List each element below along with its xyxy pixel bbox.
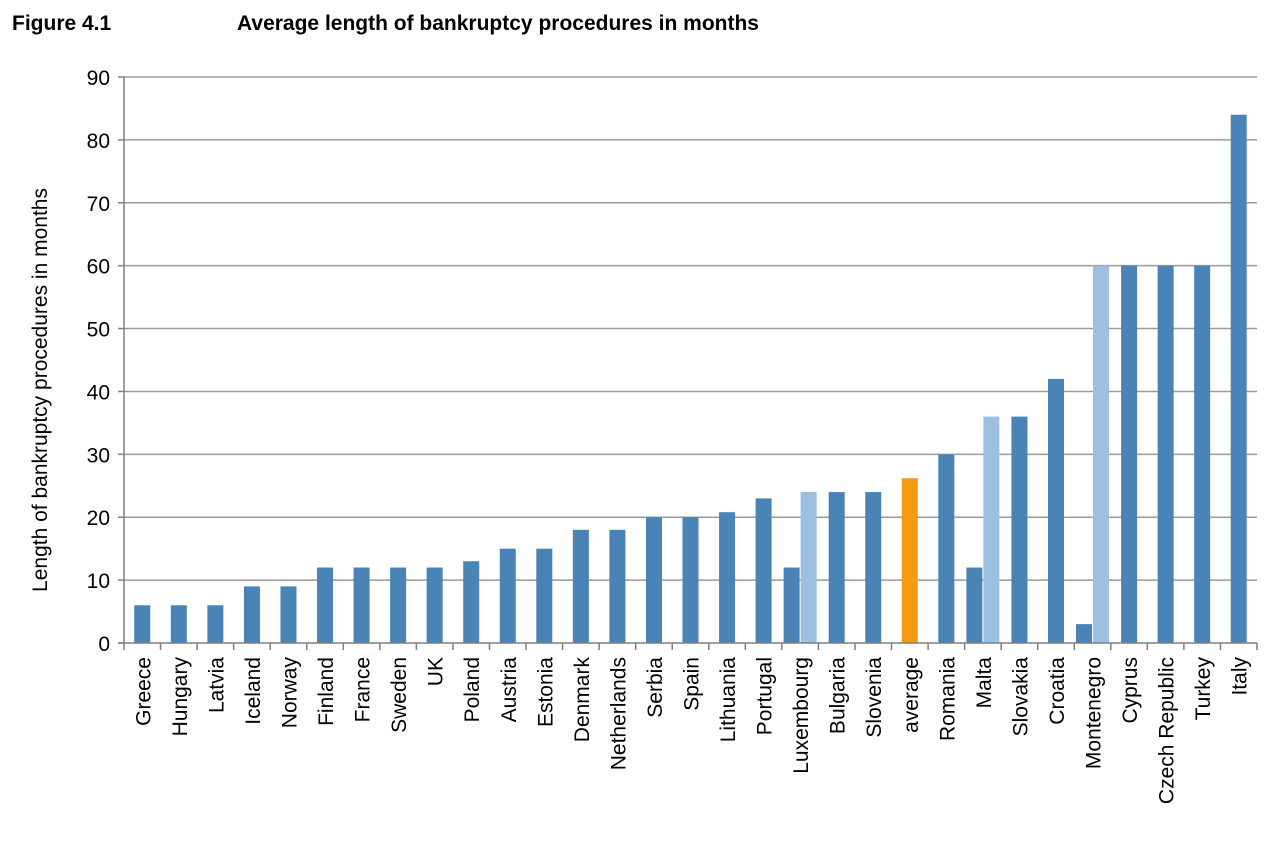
bar-luxembourg bbox=[783, 567, 800, 643]
bar-montenegro bbox=[1076, 624, 1093, 643]
x-tick-label: Romania bbox=[936, 657, 959, 741]
x-tick-label: Austria bbox=[498, 657, 521, 723]
x-tick-label: Serbia bbox=[644, 657, 667, 718]
x-tick-label: Sweden bbox=[388, 657, 411, 733]
bar-austria bbox=[499, 548, 516, 643]
bar-romania bbox=[938, 454, 955, 643]
x-tick-label: Czech Republic bbox=[1156, 657, 1179, 804]
x-tick-label: Estonia bbox=[534, 657, 557, 727]
bar-portugal bbox=[755, 498, 772, 643]
gridlines bbox=[124, 76, 1257, 581]
bar-iceland bbox=[243, 586, 260, 643]
x-tick-label: Denmark bbox=[571, 657, 594, 743]
bar-malta bbox=[983, 416, 1000, 643]
figure-label: Figure 4.1 bbox=[12, 12, 112, 35]
bar-serbia bbox=[645, 517, 662, 643]
bar-poland bbox=[463, 561, 480, 643]
y-tick-label: 20 bbox=[87, 507, 110, 530]
x-tick-label: Italy bbox=[1229, 657, 1252, 696]
x-tick-label: France bbox=[352, 657, 375, 722]
bars bbox=[134, 114, 1247, 643]
y-axis-ticks: 0 10 20 30 40 50 60 70 80 90 bbox=[87, 67, 124, 656]
bar-spain bbox=[682, 517, 699, 643]
bar-malta bbox=[966, 567, 983, 643]
x-axis-ticks: Greece Hungary Latvia Iceland Norway Finland F… bbox=[123, 643, 1258, 804]
x-tick-label: average bbox=[900, 657, 923, 733]
x-tick-label: Finland bbox=[315, 657, 338, 726]
x-tick-label: Slovakia bbox=[1009, 657, 1032, 737]
x-tick-label: Spain bbox=[681, 657, 704, 711]
y-tick-label: 70 bbox=[87, 193, 110, 216]
x-tick-label: Bulgaria bbox=[827, 657, 850, 734]
chart-title: Average length of bankruptcy procedures … bbox=[237, 12, 759, 35]
x-tick-label: UK bbox=[425, 657, 448, 686]
bar-estonia bbox=[536, 548, 553, 643]
x-tick-label: Netherlands bbox=[607, 657, 630, 770]
x-tick-label: Montenegro bbox=[1083, 657, 1106, 769]
bar-luxembourg bbox=[800, 492, 817, 643]
bar-france bbox=[353, 567, 370, 643]
bar-average bbox=[901, 478, 918, 643]
bar-uk bbox=[426, 567, 443, 643]
x-tick-label: Norway bbox=[278, 657, 301, 729]
bar-sweden bbox=[390, 567, 407, 643]
axes bbox=[118, 77, 1257, 644]
x-tick-label: Iceland bbox=[242, 657, 265, 725]
x-tick-label: Lithuania bbox=[717, 657, 740, 743]
bar-latvia bbox=[207, 605, 224, 643]
bar-bulgaria bbox=[828, 492, 845, 643]
bar-slovakia bbox=[1011, 416, 1028, 643]
bar-slovenia bbox=[865, 492, 882, 643]
bar-czech-republic bbox=[1157, 265, 1174, 643]
bar-cyprus bbox=[1121, 265, 1138, 643]
bar-netherlands bbox=[609, 529, 626, 643]
x-tick-label: Luxembourg bbox=[790, 657, 813, 774]
x-tick-label: Poland bbox=[461, 657, 484, 722]
y-tick-label: 80 bbox=[87, 130, 110, 153]
y-tick-label: 30 bbox=[87, 444, 110, 467]
y-tick-label: 50 bbox=[87, 319, 110, 342]
x-tick-label: Croatia bbox=[1046, 657, 1069, 725]
bar-italy bbox=[1230, 114, 1247, 643]
y-tick-label: 0 bbox=[98, 633, 110, 656]
bar-hungary bbox=[170, 605, 187, 643]
y-tick-label: 60 bbox=[87, 256, 110, 279]
x-tick-label: Malta bbox=[973, 657, 996, 709]
bar-croatia bbox=[1047, 378, 1064, 643]
bar-lithuania bbox=[719, 512, 736, 643]
x-tick-label: Slovenia bbox=[863, 657, 886, 738]
bar-turkey bbox=[1194, 265, 1211, 643]
bar-montenegro bbox=[1093, 265, 1110, 643]
bar-finland bbox=[317, 567, 334, 643]
y-axis-label: Length of bankruptcy procedures in month… bbox=[29, 188, 52, 592]
bar-norway bbox=[280, 586, 297, 643]
x-tick-label: Turkey bbox=[1192, 657, 1215, 721]
x-tick-label: Greece bbox=[132, 657, 155, 726]
x-tick-label: Hungary bbox=[169, 657, 192, 737]
y-tick-label: 40 bbox=[87, 381, 110, 404]
x-tick-label: Portugal bbox=[754, 657, 777, 735]
x-tick-label: Latvia bbox=[205, 657, 228, 713]
y-tick-label: 10 bbox=[87, 570, 110, 593]
bar-greece bbox=[134, 605, 151, 643]
bar-denmark bbox=[572, 529, 589, 643]
x-tick-label: Cyprus bbox=[1119, 657, 1142, 724]
y-tick-label: 90 bbox=[87, 67, 110, 90]
